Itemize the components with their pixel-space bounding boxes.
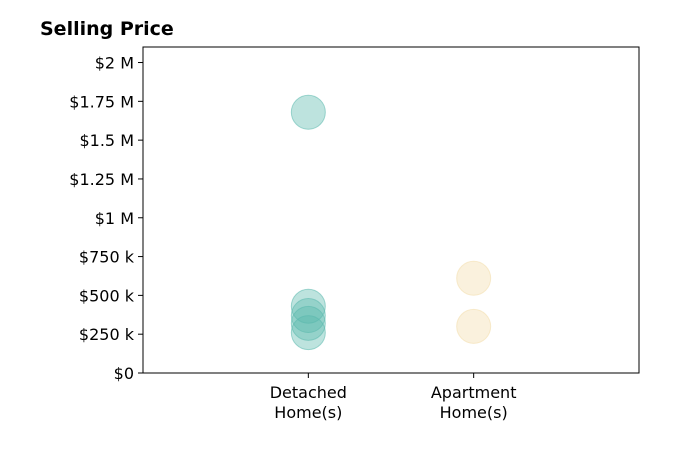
y-tick-label: $250 k <box>79 325 135 344</box>
y-tick-label: $500 k <box>79 286 135 305</box>
y-tick-label: $0 <box>114 364 134 383</box>
x-tick-label: Home(s) <box>440 403 508 422</box>
y-axis: $0 $250 k $500 k $750 k $1 M $1.25 M $1.5 M $1.… <box>69 54 143 383</box>
y-tick-label: $1.25 M <box>69 170 134 189</box>
y-tick-label: $750 k <box>79 248 135 267</box>
data-point <box>290 305 326 341</box>
x-tick-label: Home(s) <box>274 403 342 422</box>
data-points <box>290 94 492 351</box>
data-point <box>456 308 492 344</box>
plot-frame <box>142 46 640 374</box>
y-tick-label: $1.5 M <box>79 131 134 150</box>
x-tick-label: Detached <box>270 383 347 402</box>
y-tick-label: $1.75 M <box>69 92 134 111</box>
y-tick-label: $2 M <box>95 54 134 73</box>
chart-title: Selling Price <box>40 18 174 40</box>
data-point <box>456 260 492 296</box>
x-tick-label: Apartment <box>431 383 517 402</box>
data-point <box>290 315 326 351</box>
y-tick-label: $1 M <box>95 209 134 228</box>
data-point <box>290 94 326 130</box>
